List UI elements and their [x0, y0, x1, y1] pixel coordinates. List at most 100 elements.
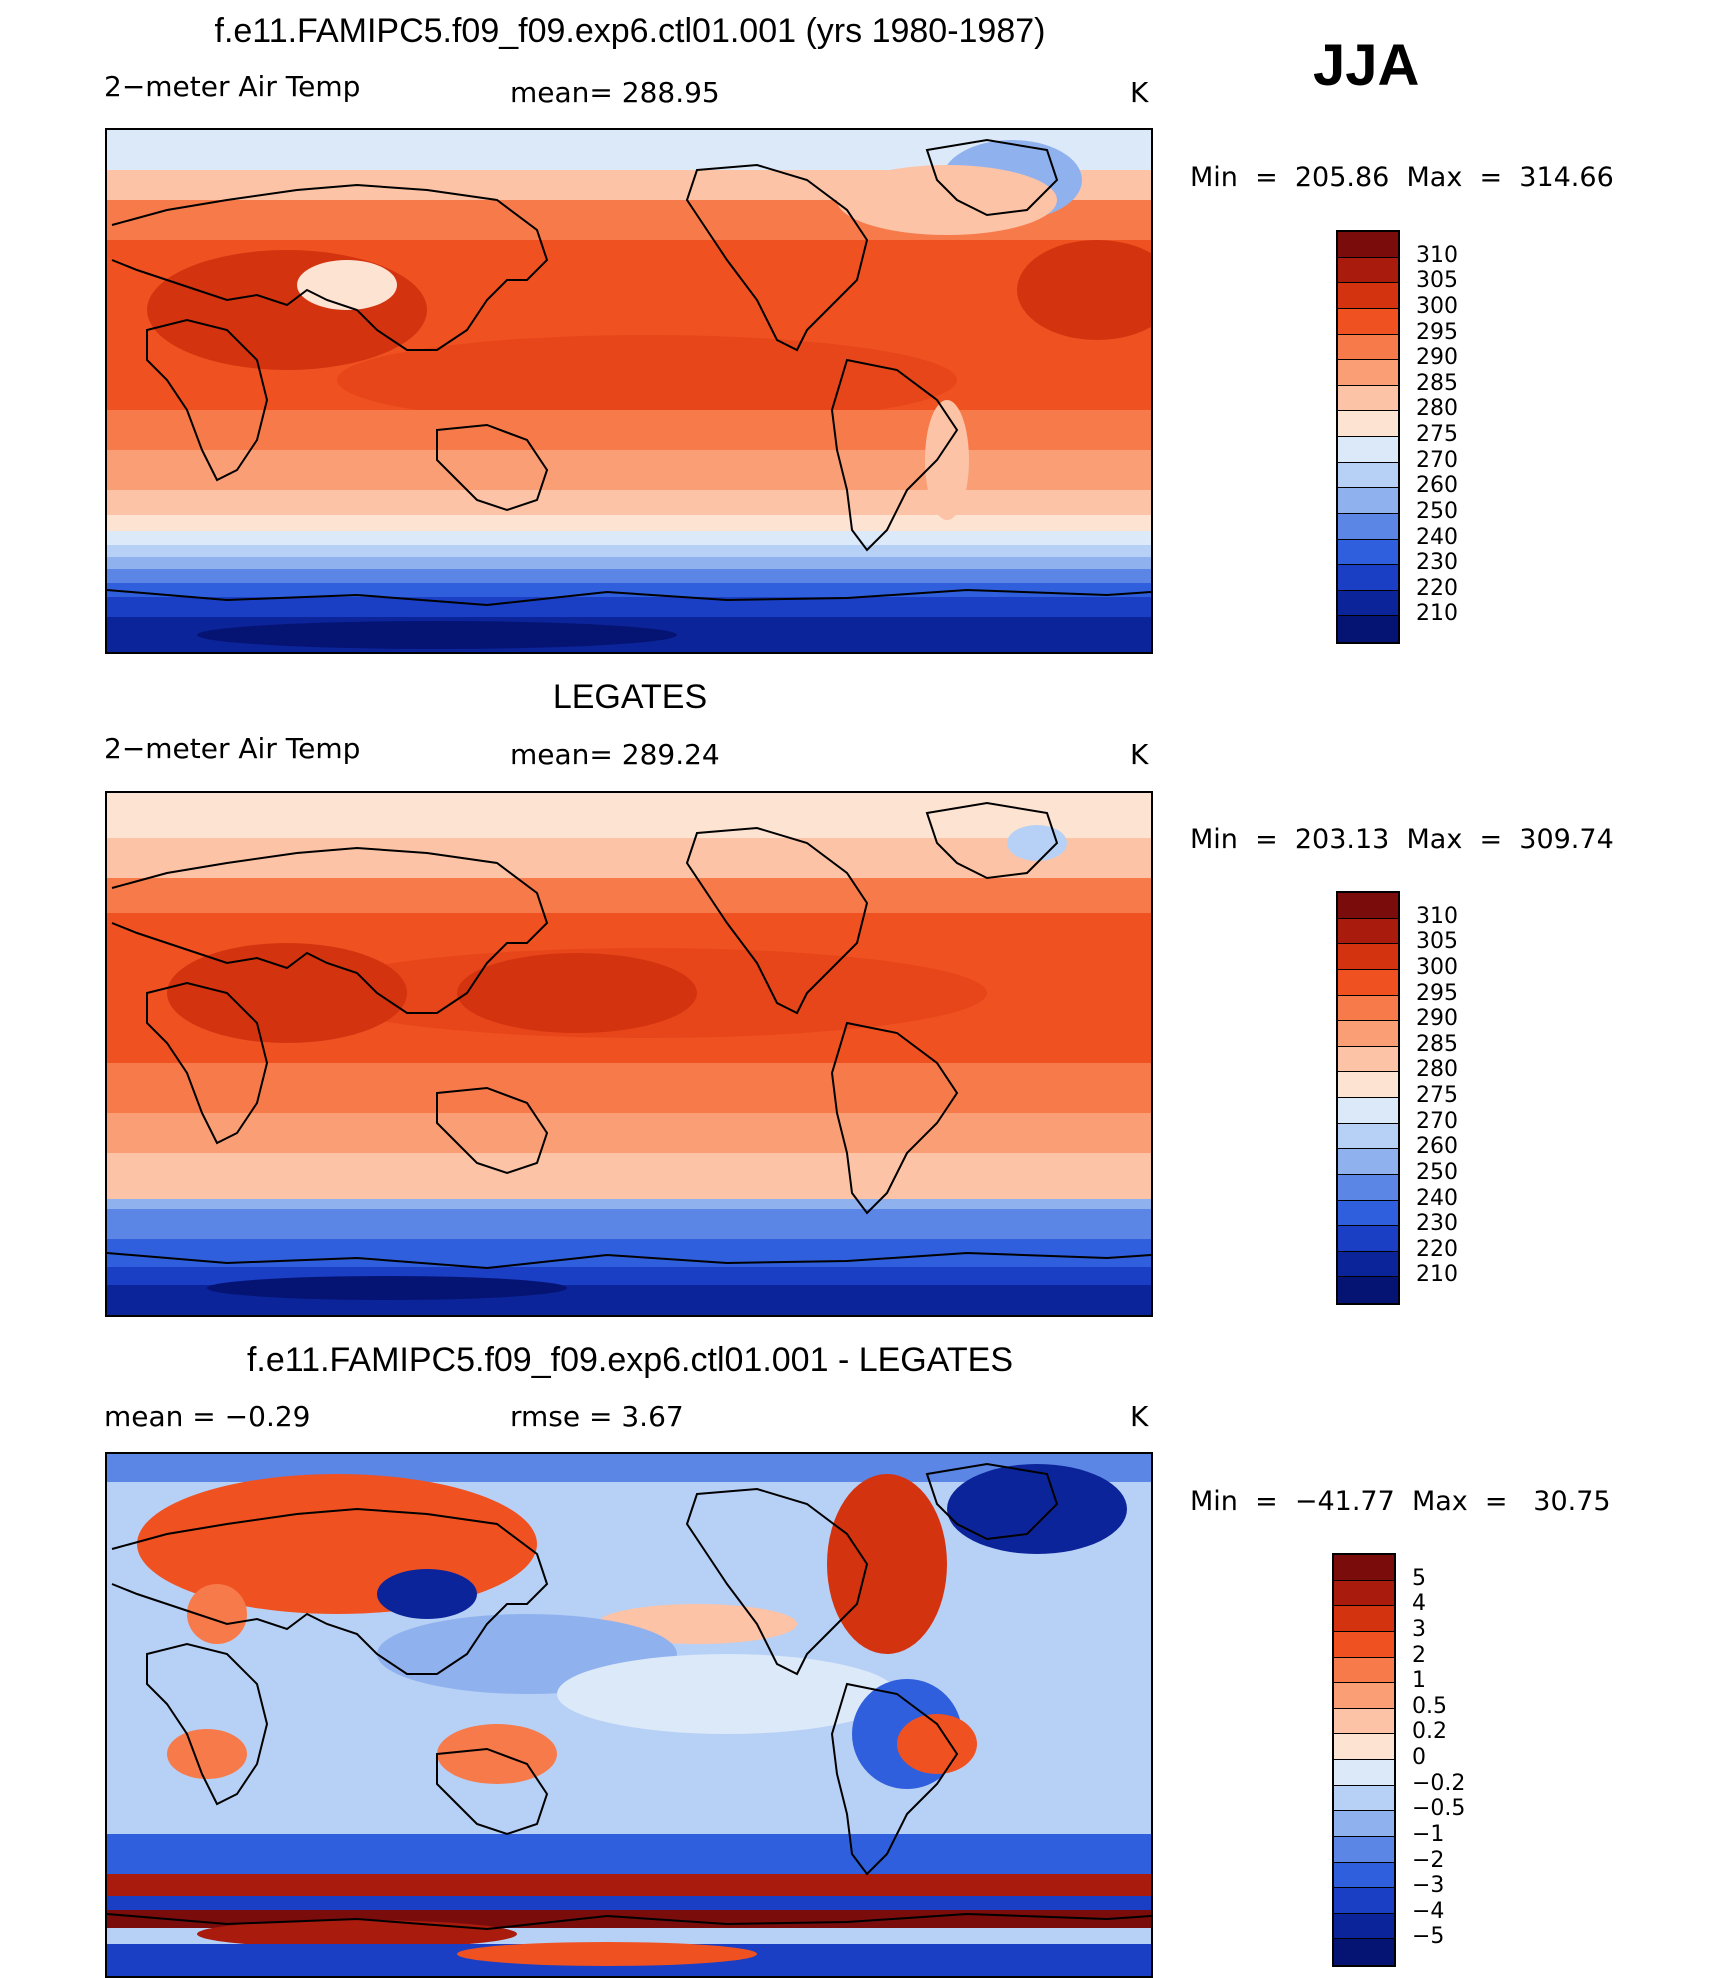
- colorbar-tick-label: 280: [1416, 1057, 1458, 1083]
- colorbar-tick-label: 210: [1416, 1262, 1458, 1288]
- colorbar-tick-label: 0.5: [1412, 1693, 1447, 1719]
- colorbar-swatch: [1338, 944, 1398, 970]
- colorbar-tick-label: 3: [1412, 1616, 1426, 1642]
- colorbar-swatch: [1338, 1098, 1398, 1124]
- colorbar-swatch: [1334, 1785, 1394, 1812]
- colorbar-swatch: [1338, 232, 1398, 258]
- colorbar-swatch: [1334, 1657, 1394, 1684]
- colorbar-swatch: [1334, 1888, 1394, 1914]
- panel-obs-map-svg: [107, 793, 1151, 1315]
- panel-model-minmax: Min = 205.86 Max = 314.66: [1190, 162, 1614, 193]
- colorbar-swatch: [1338, 462, 1398, 489]
- coastline-path: [436, 1086, 549, 1175]
- panel-diff-mean-label: mean = −0.29: [104, 1400, 311, 1433]
- coastline-path: [146, 318, 269, 482]
- coastline-path: [111, 846, 549, 1014]
- colorbar-swatch: [1338, 385, 1398, 412]
- coastline-path: [925, 1462, 1059, 1541]
- colorbar-tick-label: 210: [1416, 601, 1458, 627]
- panel-obs-units: K: [1130, 738, 1149, 771]
- colorbar-tick-label: 295: [1416, 980, 1458, 1006]
- colorbar-swatch: [1338, 1046, 1398, 1073]
- colorbar-swatch: [1334, 1580, 1394, 1607]
- panel-model-units: K: [1130, 76, 1149, 109]
- panel-model-variable-label: 2−meter Air Temp: [104, 70, 361, 103]
- colorbar-tick-label: 230: [1416, 1211, 1458, 1237]
- colorbar-tick-label: 220: [1416, 575, 1458, 601]
- colorbar-swatch: [1334, 1708, 1394, 1735]
- colorbar-swatch: [1334, 1555, 1394, 1581]
- coastline-path: [830, 1021, 959, 1215]
- colorbar-swatch: [1338, 616, 1398, 642]
- colorbar-tick-label: 290: [1416, 345, 1458, 371]
- colorbar-swatch: [1334, 1862, 1394, 1889]
- colorbar-tick-label: 300: [1416, 954, 1458, 980]
- colorbar-tick-label: 240: [1416, 1185, 1458, 1211]
- coastline-path: [685, 1487, 869, 1676]
- coastlines: [107, 801, 1151, 1270]
- colorbar-swatch: [1338, 437, 1398, 463]
- coastlines: [107, 1462, 1151, 1931]
- coastline-path: [107, 588, 1151, 607]
- panel-model-mean-label: mean= 288.95: [510, 76, 720, 109]
- colorbar-tick-label: 310: [1416, 903, 1458, 929]
- panel-diff-map: [105, 1452, 1153, 1978]
- colorbar-tick-label: 280: [1416, 396, 1458, 422]
- colorbar-tick-label: 4: [1412, 1591, 1426, 1617]
- colorbar-tick-label: 250: [1416, 1159, 1458, 1185]
- colorbar-swatch: [1338, 1021, 1398, 1047]
- colorbar-swatch: [1338, 565, 1398, 591]
- panel-diff-colorbar: [1332, 1553, 1396, 1967]
- colorbar-tick-label: 230: [1416, 550, 1458, 576]
- season-label: JJA: [1313, 33, 1420, 98]
- colorbar-swatch: [1338, 1072, 1398, 1098]
- colorbar-tick-label: 310: [1416, 242, 1458, 268]
- panel-obs-minmax: Min = 203.13 Max = 309.74: [1190, 824, 1614, 855]
- colorbar-swatch: [1338, 1277, 1398, 1303]
- coastline-path: [436, 423, 549, 512]
- colorbar-swatch: [1338, 360, 1398, 386]
- coastline-path: [925, 138, 1059, 217]
- coastline-path: [685, 163, 869, 352]
- coastline-path: [830, 358, 959, 552]
- colorbar-swatch: [1338, 513, 1398, 540]
- panel-diff-title: f.e11.FAMIPC5.f09_f09.exp6.ctl01.001 - L…: [246, 1341, 1014, 1379]
- colorbar-swatch: [1334, 1760, 1394, 1786]
- colorbar-tick-label: −3: [1412, 1873, 1445, 1899]
- colorbar-swatch: [1338, 1174, 1398, 1201]
- coastline-path: [925, 801, 1059, 880]
- colorbar-swatch: [1338, 1226, 1398, 1252]
- colorbar-swatch: [1338, 308, 1398, 335]
- panel-diff-map-svg: [107, 1454, 1151, 1976]
- coastlines: [107, 138, 1151, 607]
- coastline-path: [685, 826, 869, 1015]
- colorbar-swatch: [1338, 1149, 1398, 1175]
- panel-model-map-svg: [107, 130, 1151, 652]
- colorbar-tick-label: 290: [1416, 1006, 1458, 1032]
- colorbar-swatch: [1338, 539, 1398, 566]
- panel-model-temperature-field: [107, 130, 1151, 652]
- colorbar-swatch: [1334, 1939, 1394, 1965]
- colorbar-tick-label: 275: [1416, 1083, 1458, 1108]
- colorbar-tick-label: 270: [1416, 1108, 1458, 1134]
- colorbar-tick-label: 295: [1416, 319, 1458, 345]
- colorbar-tick-label: −0.5: [1412, 1796, 1466, 1822]
- colorbar-tick-label: 305: [1416, 929, 1458, 955]
- colorbar-swatch: [1338, 1200, 1398, 1227]
- coastline-path: [111, 1507, 549, 1675]
- colorbar-swatch: [1338, 283, 1398, 309]
- colorbar-tick-label: 260: [1416, 473, 1458, 499]
- colorbar-swatch: [1338, 1251, 1398, 1278]
- colorbar-swatch: [1334, 1606, 1394, 1632]
- coastline-path: [146, 981, 269, 1145]
- colorbar-swatch: [1338, 257, 1398, 284]
- panel-obs-variable-label: 2−meter Air Temp: [104, 732, 361, 765]
- coastline-path: [111, 183, 549, 351]
- panel-model-map: [105, 128, 1153, 654]
- colorbar-tick-label: −1: [1412, 1821, 1445, 1847]
- panel-model-colorbar: [1336, 230, 1400, 644]
- colorbar-swatch: [1334, 1836, 1394, 1863]
- colorbar-tick-label: 240: [1416, 524, 1458, 550]
- colorbar-tick-label: 0.2: [1412, 1719, 1447, 1745]
- colorbar-swatch: [1338, 995, 1398, 1022]
